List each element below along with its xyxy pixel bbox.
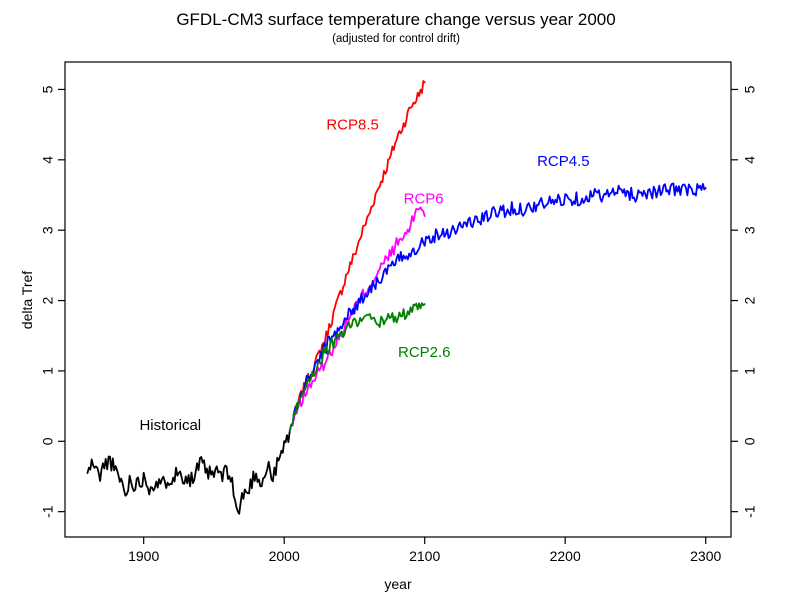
chart-title: GFDL-CM3 surface temperature change vers…: [176, 10, 616, 29]
series-label-rcp45: RCP4.5: [537, 153, 590, 170]
series-line-historical: [86, 429, 291, 515]
x-tick-label: 2200: [550, 548, 581, 564]
x-tick-label: 2300: [690, 548, 721, 564]
x-tick-label: 2100: [409, 548, 440, 564]
y-tick-label-left: 3: [40, 226, 56, 234]
y-tick-label-left: 4: [40, 156, 56, 164]
series-label-rcp26: RCP2.6: [398, 344, 451, 361]
series-label-rcp6: RCP6: [404, 191, 444, 208]
y-tick-label-right: 5: [742, 85, 758, 93]
x-tick-label: 2000: [269, 548, 300, 564]
x-axis-label: year: [384, 576, 412, 592]
y-tick-label-left: 0: [40, 437, 56, 445]
series-label-rcp85: RCP8.5: [326, 117, 379, 134]
y-tick-label-right: 2: [742, 296, 758, 304]
series-label-historical: Historical: [139, 417, 201, 434]
series-line-rcp6: [288, 206, 426, 432]
y-tick-label-right: 0: [742, 437, 758, 445]
x-tick-label: 1900: [128, 548, 159, 564]
y-tick-label-left: 2: [40, 296, 56, 304]
series-line-rcp45: [288, 182, 707, 432]
y-tick-label-right: 1: [742, 367, 758, 375]
y-tick-label-left: -1: [40, 505, 56, 518]
y-tick-label-right: 4: [742, 156, 758, 164]
chart-subtitle: (adjusted for control drift): [332, 33, 460, 45]
plot-box: [64, 61, 732, 538]
y-tick-label-left: 1: [40, 367, 56, 375]
y-tick-label-right: -1: [742, 505, 758, 518]
series-line-rcp26: [288, 302, 426, 432]
y-tick-label-right: 3: [742, 226, 758, 234]
y-tick-label-left: 5: [40, 85, 56, 93]
